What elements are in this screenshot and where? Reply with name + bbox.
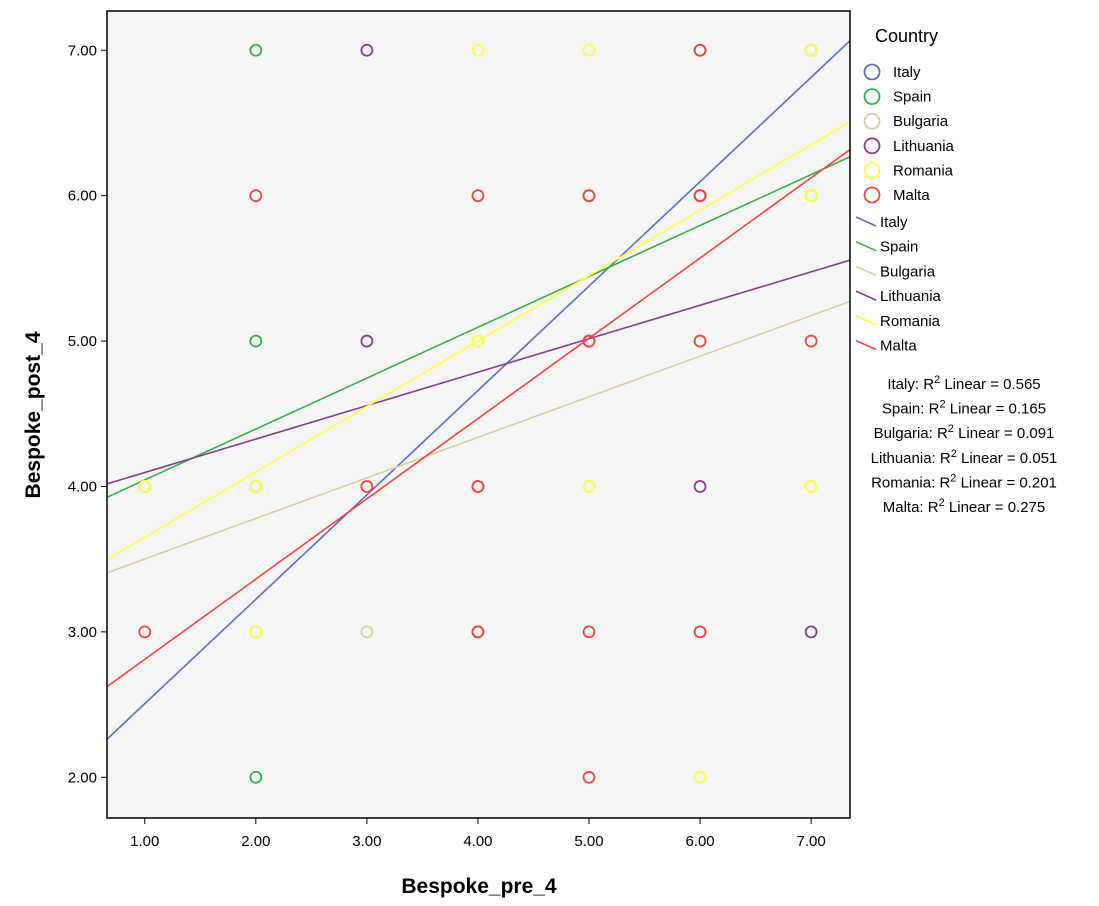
data-point-malta: [582, 334, 596, 348]
legend-title: Country: [875, 26, 938, 46]
data-point-bulgaria: [360, 625, 374, 639]
legend-line-label: Lithuania: [880, 288, 942, 305]
legend-marker-label: Italy: [893, 64, 921, 81]
data-point-malta: [804, 334, 818, 348]
x-tick-label: 5.00: [574, 833, 603, 850]
data-point-lithuania: [693, 480, 707, 493]
y-tick-label: 4.00: [68, 478, 97, 495]
x-tick-label: 7.00: [797, 833, 826, 850]
legend-line-label: Spain: [880, 239, 918, 256]
legend-marker-label: Lithuania: [893, 138, 955, 155]
x-tick-label: 3.00: [352, 833, 381, 850]
y-tick-label: 6.00: [68, 188, 97, 205]
data-point-spain: [249, 770, 263, 784]
data-point-spain: [249, 43, 263, 57]
fit-line-spain: [107, 156, 850, 498]
data-point-malta: [693, 625, 707, 639]
legend-marker-swatch: [863, 137, 881, 155]
legend-line-label: Malta: [880, 338, 917, 355]
plot-area: [107, 11, 850, 818]
legend-line-swatch: [855, 216, 877, 227]
legend-marker-label: Bulgaria: [893, 113, 949, 130]
plot-frame: [106, 10, 851, 819]
legend-line-label: Italy: [880, 214, 908, 231]
x-axis-title: Bespoke_pre_4: [401, 875, 557, 898]
data-point-malta: [360, 480, 374, 493]
y-tick-label: 3.00: [68, 624, 97, 641]
x-tick-label: 1.00: [130, 833, 159, 850]
r2-label: Malta: R2 Linear = 0.275: [883, 497, 1045, 516]
data-point-malta: [249, 189, 263, 203]
data-point-malta: [582, 770, 596, 784]
legend-marker-swatch: [863, 112, 881, 130]
fit-line-romania: [107, 121, 850, 561]
data-points: [138, 43, 818, 784]
x-axis-ticks: 1.00 2.00 3.00 4.00 5.00 6.00 7.00: [130, 818, 826, 850]
y-axis-title: Bespoke_post_4: [22, 331, 45, 498]
x-tick-label: 6.00: [685, 833, 714, 850]
data-point-malta: [693, 334, 707, 348]
fit-lines: [107, 40, 850, 740]
data-point-malta: [693, 43, 707, 57]
data-point-malta: [138, 625, 152, 639]
data-point-romania: [804, 189, 818, 203]
legend-line-swatch: [855, 315, 877, 326]
r2-label: Romania: R2 Linear = 0.201: [871, 472, 1057, 491]
data-point-malta: [471, 189, 485, 203]
legend-line-swatch: [855, 339, 877, 351]
data-point-romania: [804, 480, 818, 493]
x-tick-label: 4.00: [463, 833, 492, 850]
legend-line-swatch: [855, 240, 877, 252]
fit-line-lithuania: [107, 259, 850, 485]
r2-label: Bulgaria: R2 Linear = 0.091: [874, 423, 1055, 442]
legend-line-label: Bulgaria: [880, 263, 936, 280]
data-point-romania: [138, 480, 152, 493]
data-point-romania: [249, 480, 263, 493]
data-point-romania: [693, 770, 707, 784]
legend-marker-swatch: [863, 186, 881, 204]
r2-label: Spain: R2 Linear = 0.165: [882, 399, 1046, 418]
legend-marker-label: Spain: [893, 89, 931, 106]
y-axis-ticks: 2.00 3.00 4.00 5.00 6.00 7.00: [68, 42, 107, 786]
data-point-spain: [249, 334, 263, 348]
fit-line-bulgaria: [107, 300, 850, 574]
legend-line-swatch: [855, 290, 877, 301]
data-point-malta: [582, 189, 596, 203]
r2-label: Lithuania: R2 Linear = 0.051: [871, 448, 1058, 467]
y-tick-label: 5.00: [68, 333, 97, 350]
r2-label: Italy: R2 Linear = 0.565: [887, 374, 1040, 393]
legend: Country Italy Spain Bulgaria Lithuania Roman…: [855, 26, 955, 355]
data-point-malta: [693, 189, 707, 203]
data-point-malta: [471, 625, 485, 639]
fit-line-malta: [107, 149, 850, 688]
data-point-romania: [471, 43, 485, 57]
fit-line-italy: [107, 40, 850, 740]
data-point-lithuania: [804, 625, 818, 639]
r2-annotations: Italy: R2 Linear = 0.565 Spain: R2 Linear…: [871, 374, 1058, 516]
data-point-romania: [582, 43, 596, 57]
legend-marker-swatch: [863, 88, 881, 105]
legend-marker-label: Malta: [893, 187, 930, 204]
data-point-lithuania: [360, 43, 374, 57]
data-point-romania: [804, 43, 818, 57]
y-tick-label: 7.00: [68, 42, 97, 59]
data-point-romania: [582, 480, 596, 493]
data-point-malta: [471, 480, 485, 493]
y-tick-label: 2.00: [68, 769, 97, 786]
x-tick-label: 2.00: [241, 833, 270, 850]
legend-marker-label: Romania: [893, 162, 954, 179]
data-point-lithuania: [360, 334, 374, 348]
data-point-malta: [582, 625, 596, 639]
legend-line-swatch: [855, 265, 877, 277]
data-point-romania: [249, 625, 263, 639]
legend-line-label: Romania: [880, 313, 941, 330]
legend-marker-swatch: [863, 63, 881, 81]
legend-marker-swatch: [863, 161, 881, 179]
data-point-romania: [471, 334, 485, 348]
